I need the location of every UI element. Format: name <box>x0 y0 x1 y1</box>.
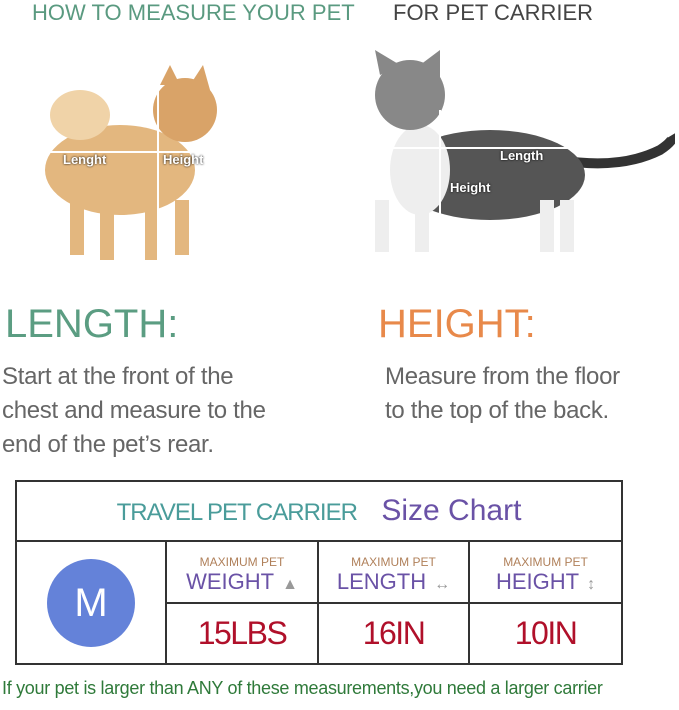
header-for-pet-carrier: FOR PET CARRIER <box>393 0 594 25</box>
length-header: MAXIMUM PET LENGTH ↔ <box>317 540 470 604</box>
dog-height-label: Height <box>163 152 204 167</box>
weight-header: MAXIMUM PET WEIGHT ▲ <box>165 540 319 604</box>
height-header: MAXIMUM PET HEIGHT ↕ <box>467 540 624 604</box>
height-line: Measure from the floor <box>385 363 620 390</box>
height-label: HEIGHT <box>495 569 580 594</box>
title-size-chart: Size Chart <box>381 494 522 527</box>
max-pet-label: MAXIMUM PET <box>351 555 436 569</box>
size-cell: M <box>15 540 167 665</box>
weight-value: 15LBS <box>197 615 288 651</box>
header-how-to-measure: HOW TO MEASURE YOUR PET <box>32 0 355 25</box>
size-chart-title: TRAVEL PET CARRIER Size Chart <box>14 480 624 542</box>
cat-length-label: Length <box>500 148 544 163</box>
max-pet-label: MAXIMUM PET <box>503 555 588 569</box>
cat-image: Length Height <box>360 50 678 260</box>
height-value: 10IN <box>514 615 578 651</box>
max-pet-label: MAXIMUM PET <box>199 555 285 569</box>
weight-icon: ▲ <box>282 576 298 593</box>
cat-height-label: Height <box>450 180 491 195</box>
vertical-arrow-icon: ↕ <box>587 576 596 593</box>
title-travel-pet-carrier: TRAVEL PET CARRIER <box>116 499 358 526</box>
length-line: chest and measure to the <box>2 397 266 424</box>
cat-illustration <box>370 50 678 255</box>
horizontal-arrow-icon: ↔ <box>434 576 451 593</box>
dog-image: Lenght Height <box>25 60 225 265</box>
length-value-cell: 16IN <box>317 602 470 665</box>
length-value: 16IN <box>362 615 426 651</box>
size-chart: TRAVEL PET CARRIER Size Chart M MAXIMUM … <box>14 480 624 665</box>
weight-value-cell: 15LBS <box>165 602 319 665</box>
dog-illustration <box>30 65 220 260</box>
length-line: Start at the front of the <box>2 363 234 390</box>
height-description: Measure from the floor to the top of the… <box>385 360 675 428</box>
length-description: Start at the front of the chest and meas… <box>2 360 362 462</box>
weight-label: WEIGHT <box>186 569 275 594</box>
footer-note: If your pet is larger than ANY of these … <box>2 678 603 698</box>
dog-length-label: Lenght <box>63 152 107 167</box>
height-value-cell: 10IN <box>467 602 624 665</box>
height-title: HEIGHT: <box>378 302 536 346</box>
length-line: end of the pet’s rear. <box>2 431 214 458</box>
length-label: LENGTH <box>336 569 427 594</box>
size-badge: M <box>47 558 135 647</box>
height-line: to the top of the back. <box>385 397 609 424</box>
length-title: LENGTH: <box>5 302 179 346</box>
